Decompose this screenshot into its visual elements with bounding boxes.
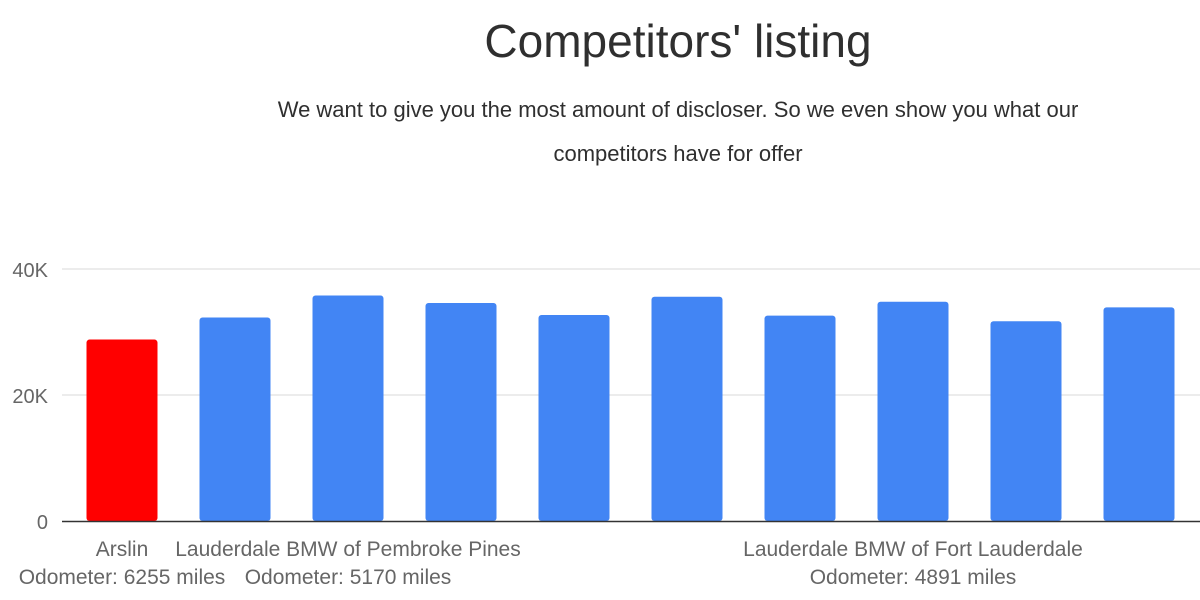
bar <box>990 321 1062 521</box>
bar <box>312 295 384 521</box>
y-tick-label: 20K <box>12 386 48 408</box>
y-tick-label: 40K <box>12 260 48 282</box>
y-tick-label: 0 <box>37 512 48 534</box>
bar <box>764 315 836 521</box>
chart-title: Competitors' listing <box>484 15 872 67</box>
x-tick-label: Lauderdale BMW of Fort Lauderdale Odomete… <box>743 538 1083 589</box>
x-tick-label: Arslin Odometer: 6255 miles <box>19 538 226 589</box>
x-tick-label: Lauderdale BMW of Pembroke Pines Odometer… <box>175 538 521 589</box>
bar <box>651 296 723 521</box>
bar <box>425 303 497 521</box>
y-axis-tick-labels: 0 20K 40K <box>12 260 48 534</box>
chart-subtitle: We want to give you the most amount of d… <box>277 97 1079 166</box>
bar <box>1103 307 1175 521</box>
bar <box>86 339 158 521</box>
bars <box>86 295 1175 521</box>
bar <box>199 317 271 521</box>
bar <box>538 314 610 521</box>
bar <box>877 301 949 521</box>
